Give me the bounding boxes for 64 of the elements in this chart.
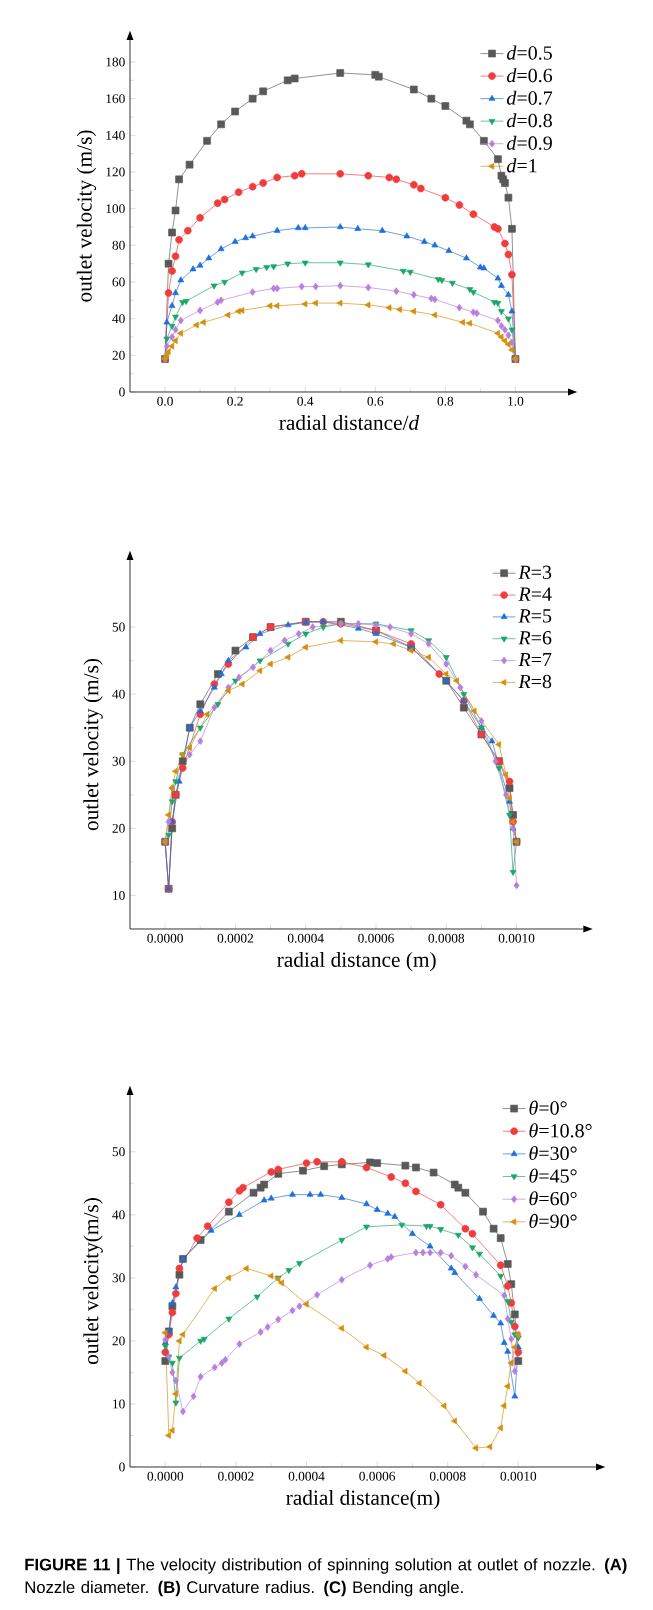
y-tick-label: 180 [106,57,125,67]
text: FIGURE 11 | The velocity distribution of spinning solution at outlet of nozzle. (A) Nozzle diameter. (B) Curvature radius. (C) Bending angle. [25,1558,627,1597]
y-tick-label: 140 [106,130,125,140]
legend-label: θ=30° [529,1145,577,1161]
legend-label: d=0.7 [506,90,553,105]
y-tick-label: 0 [119,1462,125,1472]
y-tick-label: 160 [106,94,125,104]
y-axis-title: outlet velocity (m/s) [83,658,103,831]
x-tick-label: 0.0004 [287,933,324,943]
x-tick-label: 0.0002 [217,933,254,943]
y-tick-label: 50 [112,622,125,632]
x-tick-label: 0.0000 [147,1471,184,1481]
legend-label: d=0.8 [506,113,552,128]
y-tick-label: 100 [106,204,125,214]
legend-label: θ=60° [529,1191,577,1206]
y-tick-label: 10 [113,890,125,900]
legend-label: θ=10.8° [529,1123,592,1138]
y-tick-label: 20 [112,350,125,360]
y-tick-label: 120 [106,167,125,177]
x-tick-label: 0.0010 [500,1471,537,1481]
x-tick-label: 0.0008 [429,1471,466,1481]
x-tick-label: 0.0006 [359,1471,396,1481]
legend-label: R=5 [518,609,552,623]
x-tick-label: 0.0010 [498,933,535,943]
y-tick-label: 0 [119,387,125,397]
y-tick-label: 10 [113,1399,125,1409]
y-tick-label: 30 [112,756,125,766]
y-tick-label: 40 [112,314,125,324]
y-axis-title: outlet velocity (m/s) [76,130,97,302]
x-tick-label: 0.4 [297,396,314,406]
y-tick-label: 20 [112,1336,125,1346]
x-tick-label: 0.8 [437,396,454,406]
x-tick-label: 0.0 [157,396,173,406]
legend-label: R=6 [518,631,552,645]
legend-label: d=0.5 [506,45,552,60]
legend-label: d=0.9 [506,135,552,150]
legend-label: R=7 [518,653,552,667]
y-tick-label: 40 [112,689,125,699]
y-tick-label: 20 [112,823,125,833]
x-tick-label: 0.0006 [358,933,394,943]
legend-label: d=1 [506,158,537,173]
legend-label: d=0.6 [506,68,553,83]
x-axis-title: radial distance/d [279,414,420,430]
legend-label: θ=0° [529,1100,567,1115]
y-tick-label: 40 [112,1210,125,1220]
x-axis-title: radial distance (m) [277,951,436,972]
y-tick-label: 80 [112,240,125,250]
x-tick-label: 1.0 [508,396,524,406]
x-axis-title: radial distance(m) [286,1489,440,1510]
legend-label: R=4 [518,587,552,601]
x-tick-label: 0.0004 [288,1471,325,1481]
legend-label: θ=45° [529,1168,577,1183]
x-tick-label: 0.2 [227,396,243,406]
legend-label: R=3 [518,565,552,580]
x-tick-label: 0.0008 [428,933,465,943]
x-tick-label: 0.0002 [218,1471,254,1481]
legend-label: θ=90° [529,1213,577,1229]
y-tick-label: 60 [112,277,125,287]
x-tick-label: 0.0000 [147,933,183,943]
y-tick-label: 50 [112,1147,125,1157]
legend-label: R=8 [518,674,552,689]
y-tick-label: 30 [112,1273,125,1283]
y-axis-title: outlet velocity(m/s) [83,1198,103,1365]
x-tick-label: 0.6 [367,396,384,406]
